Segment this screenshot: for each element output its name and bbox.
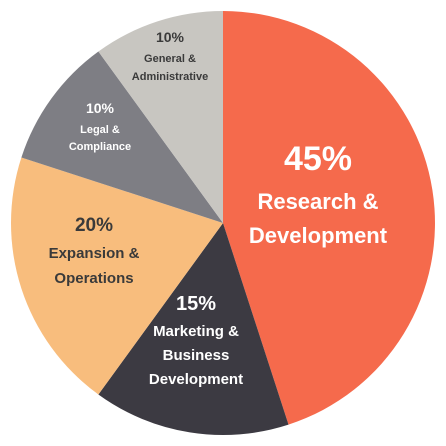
slice-category-label: General & <box>144 53 196 65</box>
slice-percent-label: 20% <box>75 215 113 236</box>
slice-label-group: 10% Legal & Compliance <box>69 100 131 153</box>
slice-category-label: Legal & <box>80 124 120 136</box>
slice-category-label: Marketing & <box>153 323 239 340</box>
slice-category-label: Compliance <box>69 141 131 153</box>
slice-category-label: Development <box>249 223 388 248</box>
pie-slice <box>223 11 435 425</box>
slice-label-group: 15% Marketing & Business Development <box>149 293 243 388</box>
pie-slices <box>11 11 435 435</box>
slice-category-label: Administrative <box>132 71 208 83</box>
pie-slice <box>11 157 224 395</box>
slice-category-label: Business <box>163 347 230 364</box>
slice-label-group: 20% Expansion & Operations <box>49 215 140 287</box>
slice-category-label: Expansion & <box>49 245 140 262</box>
slice-category-label: Operations <box>54 270 133 287</box>
slice-label-group: 45% Research & Development <box>249 140 388 248</box>
slice-percent-label: 10% <box>86 100 115 116</box>
slice-label-group: 10% General & Administrative <box>132 29 208 83</box>
pie-slice <box>98 223 289 435</box>
pie-slice <box>21 51 223 223</box>
pie-slice <box>98 11 223 223</box>
slice-category-label: Research & <box>257 189 378 214</box>
slice-category-label: Development <box>149 371 243 388</box>
slice-percent-label: 45% <box>284 140 352 178</box>
pie-labels: 45% Research & Development 15% Marketing & Bu… <box>49 29 388 388</box>
slice-percent-label: 15% <box>176 293 216 315</box>
slice-percent-label: 10% <box>156 29 185 45</box>
